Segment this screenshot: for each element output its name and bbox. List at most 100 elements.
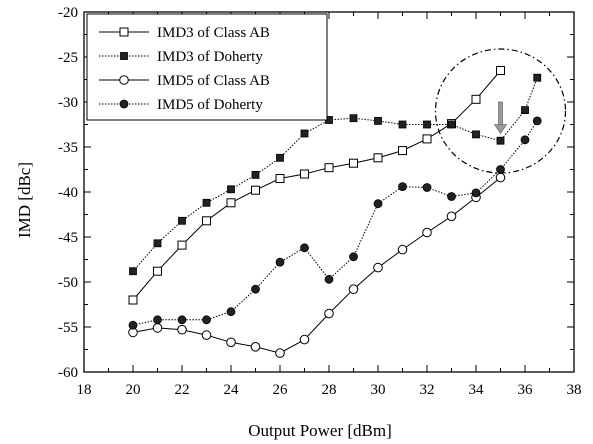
data-point [422,227,432,238]
legend-item: IMD5 of Class AB [99,73,270,89]
data-point [446,211,457,222]
data-point [471,94,481,104]
series-line [132,177,501,354]
data-point [201,330,212,340]
data-point [177,324,187,335]
data-point [251,284,260,294]
legend-item: IMD3 of Doherty [99,49,263,65]
data-point [398,146,407,156]
x-tick-label: 34 [469,382,485,398]
data-point [178,216,186,225]
y-tick-label: -55 [58,320,78,336]
y-tick-label: -25 [58,50,78,66]
data-point [374,117,382,125]
legend-label: IMD3 of Class AB [157,25,270,41]
legend-marker [120,52,128,60]
data-point [373,262,383,273]
data-point [349,252,358,262]
x-tick-label: 30 [371,382,386,398]
data-point [324,163,334,173]
data-point [496,136,505,145]
data-point [177,315,187,325]
x-tick-label: 18 [77,382,92,398]
series-line [132,77,538,272]
y-tick-label: -20 [58,5,78,21]
data-point [422,134,432,144]
data-point [128,295,138,305]
data-point [348,284,359,295]
legend: IMD3 of Class AB IMD3 of Doherty IMD5 of C… [86,13,328,121]
data-point [153,315,162,325]
data-point [128,320,138,330]
legend-marker [119,27,129,37]
data-point [177,240,187,250]
y-axis-title: IMD [dBc] [15,162,34,238]
x-tick-label: 26 [273,382,289,398]
data-point [275,257,285,267]
x-axis-title: Output Power [dBm] [248,421,392,440]
data-point [373,199,383,209]
data-point [495,172,506,183]
arrow-shaft [498,101,503,126]
x-tick-label: 22 [175,382,190,398]
x-tick-label: 38 [567,382,582,398]
data-point [300,129,309,138]
plot-area [128,66,542,358]
data-point [275,348,285,358]
data-point [471,188,481,198]
x-tick-label: 20 [126,382,141,398]
data-point [153,239,162,248]
data-point [251,185,260,195]
series-3 [128,172,506,358]
data-point [300,169,309,179]
data-point [275,174,285,183]
data-point [227,185,235,194]
data-point [152,323,163,333]
data-point [373,153,383,163]
data-point [153,266,162,276]
y-tick-label: -50 [58,275,78,291]
data-point [533,73,542,82]
legend-marker [119,75,129,85]
data-point [521,106,529,114]
legend-item: IMD3 of Class AB [99,25,270,41]
y-tick-label: -60 [58,365,78,381]
data-point [202,198,211,207]
arrow-head [493,124,508,135]
series-4 [128,116,542,330]
legend-label: IMD5 of Class AB [157,73,270,89]
y-tick-label: -45 [58,230,78,246]
data-point [299,334,310,345]
annotation-layer [434,48,567,174]
data-point [349,158,358,168]
data-point [496,165,505,174]
data-point [300,243,309,253]
data-point [324,308,334,319]
series-line [132,120,538,326]
y-tick-label: -30 [58,95,78,111]
x-tick-label: 36 [518,382,534,398]
legend-item: IMD5 of Doherty [99,97,263,113]
data-point [324,274,334,284]
legend-marker [119,99,129,109]
data-point [226,307,236,317]
data-point [496,66,505,75]
highlight-circle [434,48,567,174]
data-point [202,315,211,325]
data-point [202,216,211,226]
data-point [472,130,480,139]
data-point [129,267,137,276]
data-point [520,135,530,145]
x-tick-label: 28 [322,382,337,398]
data-point [447,120,456,129]
series-2 [129,73,542,276]
data-point [398,182,407,192]
data-point [447,192,456,201]
data-point [349,114,358,123]
data-point [250,342,261,352]
data-point [423,120,431,129]
data-point [251,170,260,179]
y-tick-label: -40 [58,185,78,201]
x-tick-label: 32 [420,382,435,398]
